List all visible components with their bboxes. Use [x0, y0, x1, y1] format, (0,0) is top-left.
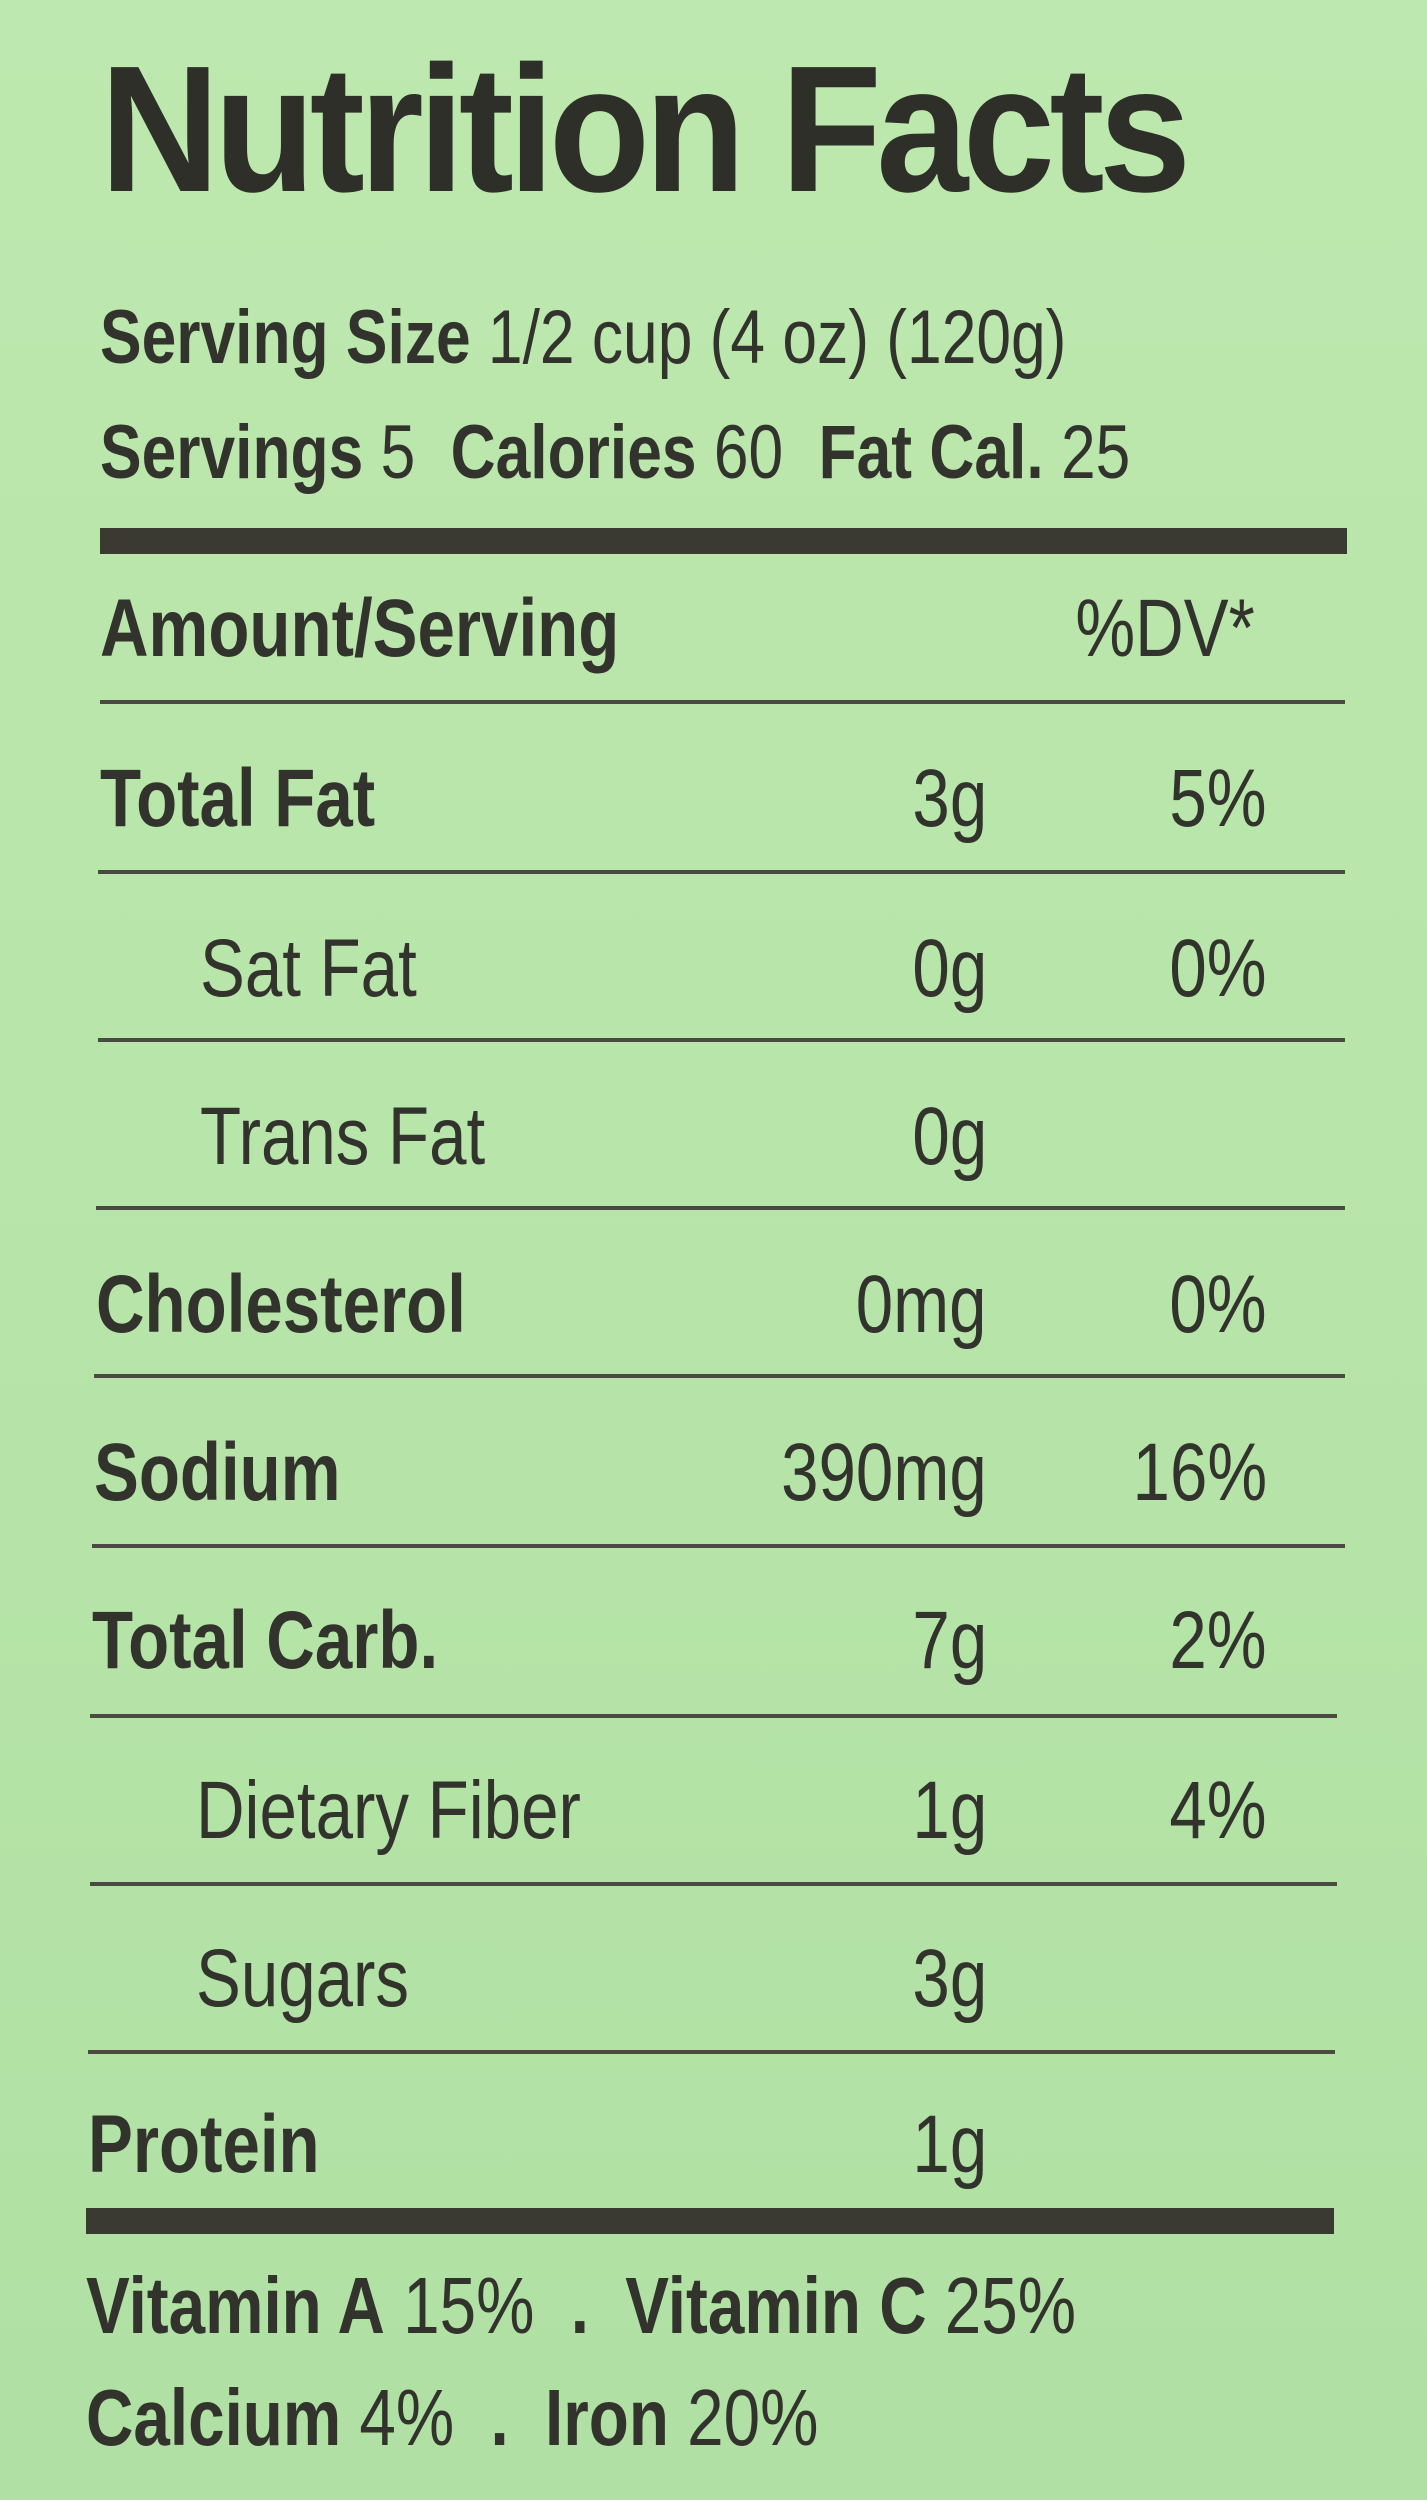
calories-value: 60 [713, 410, 784, 495]
fat-calories-value: 25 [1060, 410, 1131, 495]
nutrient-amount-trans-fat: 0g [912, 1091, 987, 1182]
row-divider [100, 700, 1345, 704]
nutrient-dv-sat-fat: 0% [1169, 923, 1267, 1014]
daily-value-header: %DV* [1075, 583, 1255, 674]
nutrient-label-dietary-fiber: Dietary Fiber [196, 1765, 581, 1856]
row-divider [90, 1714, 1337, 1718]
nutrient-label-sat-fat: Sat Fat [200, 923, 417, 1014]
vitamin-a-label: Vitamin A [86, 2261, 385, 2350]
vitamin-c-label: Vitamin C [625, 2261, 927, 2350]
amount-per-serving-label: Amount/Serving [100, 583, 620, 674]
row-divider [90, 1882, 1337, 1886]
nutrient-label-protein: Protein [88, 2099, 320, 2190]
nutrient-dv-dietary-fiber: 4% [1169, 1765, 1267, 1856]
vitamin-c-value: 25% [944, 2261, 1077, 2350]
vitamins-line-1: Vitamin A 15% . Vitamin C 25% [86, 2266, 1076, 2346]
row-divider [98, 870, 1345, 874]
serving-size-value: 1/2 cup (4 oz) (120g) [487, 295, 1067, 380]
nutrient-dv-cholesterol: 0% [1169, 1259, 1267, 1350]
nutrient-amount-sugars: 3g [912, 1933, 987, 2024]
row-divider [98, 1038, 1345, 1042]
row-divider [94, 1374, 1345, 1378]
row-divider [88, 2050, 1335, 2054]
thick-divider-bottom [86, 2208, 1334, 2234]
nutrient-label-trans-fat: Trans Fat [200, 1091, 486, 1182]
nutrient-amount-cholesterol: 0mg [856, 1259, 987, 1350]
serving-size-line: Serving Size 1/2 cup (4 oz) (120g) [100, 300, 1066, 376]
calories-label: Calories [450, 410, 697, 495]
serving-size-label: Serving Size [100, 295, 471, 380]
separator-dot: . [490, 2373, 509, 2462]
servings-calories-line: Servings 5 Calories 60 Fat Cal. 25 [100, 415, 1130, 491]
vitamins-line-2: Calcium 4% . Iron 20% [86, 2378, 818, 2458]
calcium-value: 4% [359, 2373, 455, 2462]
row-divider [96, 1206, 1345, 1210]
nutrient-label-total-carb: Total Carb. [92, 1595, 439, 1686]
vitamin-a-value: 15% [403, 2261, 535, 2350]
nutrient-amount-total-fat: 3g [912, 753, 987, 844]
separator-dot: . [570, 2261, 589, 2350]
row-divider [92, 1544, 1345, 1548]
servings-value: 5 [380, 410, 416, 495]
page-title: Nutrition Facts [100, 29, 1191, 230]
nutrient-dv-total-carb: 2% [1169, 1595, 1267, 1686]
nutrient-amount-dietary-fiber: 1g [912, 1765, 987, 1856]
fat-calories-label: Fat Cal. [818, 410, 1044, 495]
iron-value: 20% [687, 2373, 819, 2462]
thick-divider-top [100, 528, 1347, 554]
nutrient-label-sodium: Sodium [94, 1427, 341, 1518]
iron-label: Iron [545, 2373, 669, 2462]
nutrient-label-sugars: Sugars [196, 1933, 410, 2024]
nutrient-amount-sodium: 390mg [781, 1427, 987, 1518]
servings-label: Servings [100, 410, 364, 495]
nutrient-label-total-fat: Total Fat [100, 753, 376, 844]
nutrient-dv-total-fat: 5% [1169, 753, 1267, 844]
calcium-label: Calcium [86, 2373, 342, 2462]
nutrient-label-cholesterol: Cholesterol [96, 1259, 466, 1350]
nutrient-dv-sodium: 16% [1132, 1427, 1267, 1518]
nutrient-amount-protein: 1g [912, 2099, 987, 2190]
nutrient-amount-sat-fat: 0g [912, 923, 987, 1014]
nutrient-amount-total-carb: 7g [912, 1595, 987, 1686]
